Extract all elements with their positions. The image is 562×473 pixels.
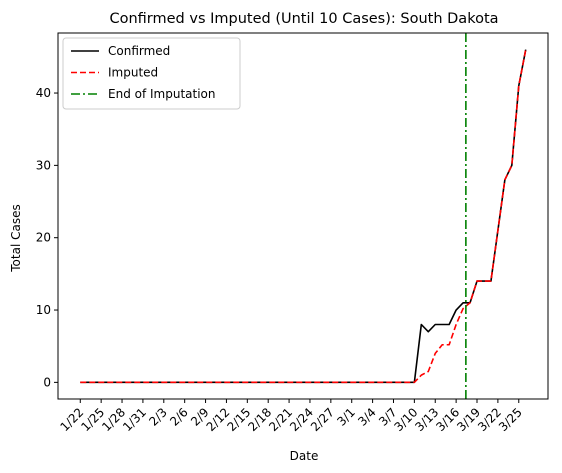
x-tick-label: 3/25 <box>496 405 525 434</box>
x-axis-label: Date <box>290 449 319 463</box>
plot-area: 0102030401/221/251/281/312/32/62/92/122/… <box>36 32 549 434</box>
legend-label: Imputed <box>108 66 158 80</box>
y-tick-label: 20 <box>36 231 51 245</box>
x-tick-label: 2/6 <box>167 405 191 429</box>
x-tick-label: 3/1 <box>334 405 358 429</box>
x-tick-label: 2/3 <box>146 405 170 429</box>
plot-frame <box>57 32 549 400</box>
chart-title: Confirmed vs Imputed (Until 10 Cases): S… <box>109 11 498 27</box>
x-tick-label: 3/4 <box>355 405 379 429</box>
y-tick-label: 0 <box>43 375 51 389</box>
legend-label: Confirmed <box>108 44 170 58</box>
legend-label: End of Imputation <box>108 87 216 101</box>
x-tick-label: 2/27 <box>308 405 337 434</box>
legend-box <box>62 37 241 110</box>
y-tick-label: 10 <box>36 303 51 317</box>
y-tick-label: 40 <box>36 86 51 100</box>
series-line-imputed <box>80 49 527 384</box>
y-axis-label: Total Cases <box>9 204 23 272</box>
legend: Confirmed Imputed End of Imputation <box>62 37 241 110</box>
x-tick-label: 1/31 <box>120 405 149 434</box>
y-tick-label: 30 <box>36 158 51 172</box>
